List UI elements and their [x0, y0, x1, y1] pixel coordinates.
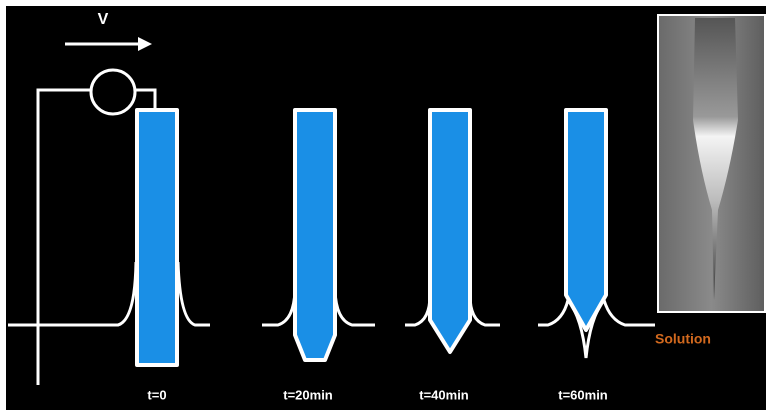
stage-label: t=20min: [283, 387, 333, 402]
photo: [658, 15, 765, 312]
stage-label: t=60min: [558, 387, 608, 402]
stage-label: t=0: [147, 387, 166, 402]
solution-label: Solution: [655, 331, 711, 347]
voltage-label: V: [98, 11, 109, 28]
stage-label: t=40min: [419, 387, 469, 402]
background: [6, 6, 766, 410]
diagram: V t=0 t=20min t=40min t=60min Solution: [0, 0, 771, 416]
